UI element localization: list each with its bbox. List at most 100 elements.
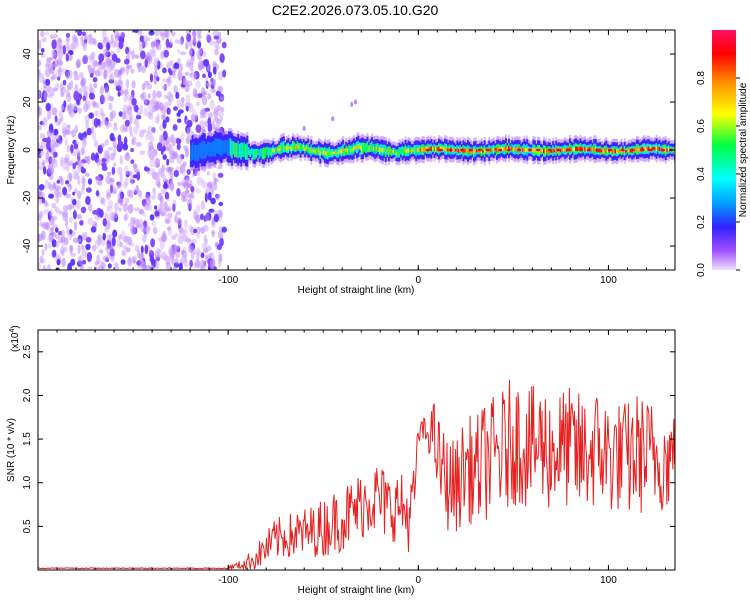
noise-blob <box>147 110 154 116</box>
band-core <box>480 149 483 154</box>
noise-blob <box>176 154 183 165</box>
noise-blob <box>139 50 146 60</box>
noise-blob <box>148 249 153 255</box>
band-core <box>279 146 282 151</box>
noise-blob <box>154 157 159 166</box>
noise-blob <box>66 92 72 103</box>
band-core <box>543 148 545 154</box>
band-core <box>360 146 363 151</box>
noise-blob <box>154 251 160 260</box>
noise-blob <box>91 59 96 70</box>
band-core <box>362 145 364 151</box>
band-core <box>602 149 605 153</box>
band-core <box>301 146 304 150</box>
band-core <box>372 146 375 151</box>
noise-blob <box>89 72 94 78</box>
noise-blob <box>163 181 168 189</box>
noise-blob <box>98 63 105 70</box>
noise-blob <box>220 106 225 113</box>
noise-blob <box>85 100 91 110</box>
noise-blob <box>116 32 120 39</box>
noise-blob <box>69 229 73 235</box>
noise-blob <box>109 212 114 221</box>
noise-blob <box>48 193 55 199</box>
noise-blob <box>178 262 183 270</box>
band-core <box>482 149 485 153</box>
noise-blob <box>80 166 84 172</box>
noise-blob <box>207 191 212 201</box>
noise-blob <box>218 70 224 81</box>
noise-blob <box>156 90 162 98</box>
noise-blob <box>152 90 157 100</box>
band-inner <box>225 139 228 153</box>
noise-blob <box>209 99 215 110</box>
noise-blob <box>171 250 175 259</box>
y-tick-label: 20 <box>22 96 33 108</box>
band-core <box>421 147 424 152</box>
noise-blob <box>196 101 200 107</box>
noise-blob <box>47 109 52 119</box>
y-tick-label: 0 <box>22 147 33 153</box>
noise-blob <box>52 249 57 258</box>
noise-blob <box>210 88 216 94</box>
noise-blob <box>74 188 78 194</box>
noise-blob <box>201 95 208 106</box>
band-core <box>276 148 279 151</box>
noise-blob <box>48 62 53 69</box>
band-inner <box>205 144 208 158</box>
band-core <box>591 148 594 152</box>
band-core <box>416 147 419 152</box>
band-core <box>366 144 369 149</box>
band-inner <box>254 148 256 160</box>
band-core <box>606 149 609 154</box>
band-core <box>576 147 579 152</box>
band-core <box>348 147 351 152</box>
noise-blob <box>161 188 167 195</box>
noise-blob <box>163 49 169 58</box>
noise-blob <box>155 172 161 178</box>
noise-blob <box>111 236 116 247</box>
noise-blob <box>204 192 208 203</box>
noise-blob <box>170 179 174 190</box>
band-core <box>342 147 345 153</box>
noise-blob <box>87 178 93 185</box>
band-core <box>380 147 383 152</box>
band-core <box>578 147 580 151</box>
noise-blob <box>196 246 201 256</box>
noise-blob <box>49 156 56 165</box>
band-core <box>340 149 343 154</box>
noise-blob <box>73 90 80 101</box>
noise-blob <box>104 139 109 146</box>
noise-blob <box>125 78 130 89</box>
band-core <box>424 147 427 151</box>
snr-panel: 0.5 1.0 1.5 2.0 2.5 -100 0 100 Height of strai… <box>6 325 676 596</box>
band-core <box>435 147 437 151</box>
noise-blob <box>53 58 59 67</box>
noise-blob <box>129 124 133 135</box>
noise-blob <box>139 35 145 43</box>
noise-blob <box>112 186 117 194</box>
noise-blob <box>109 132 115 142</box>
noise-blob <box>67 203 73 211</box>
band-core <box>533 148 536 153</box>
noise-blob <box>38 124 42 131</box>
noise-blob <box>202 73 206 79</box>
noise-blob <box>204 107 211 112</box>
band-peak <box>586 148 591 152</box>
band-core <box>313 149 316 153</box>
band-core <box>298 145 301 149</box>
noise-blob <box>155 176 161 187</box>
band-core <box>491 148 494 152</box>
band-core <box>561 148 564 152</box>
noise-blob <box>183 189 190 195</box>
noise-blob <box>80 206 87 214</box>
noise-blob <box>179 37 184 46</box>
band-core <box>579 146 582 151</box>
noise-blob <box>191 30 197 37</box>
noise-blob <box>43 91 47 101</box>
noise-blob <box>55 206 60 214</box>
noise-blob <box>57 37 62 44</box>
noise-blob <box>177 71 183 81</box>
noise-blob <box>89 83 93 93</box>
